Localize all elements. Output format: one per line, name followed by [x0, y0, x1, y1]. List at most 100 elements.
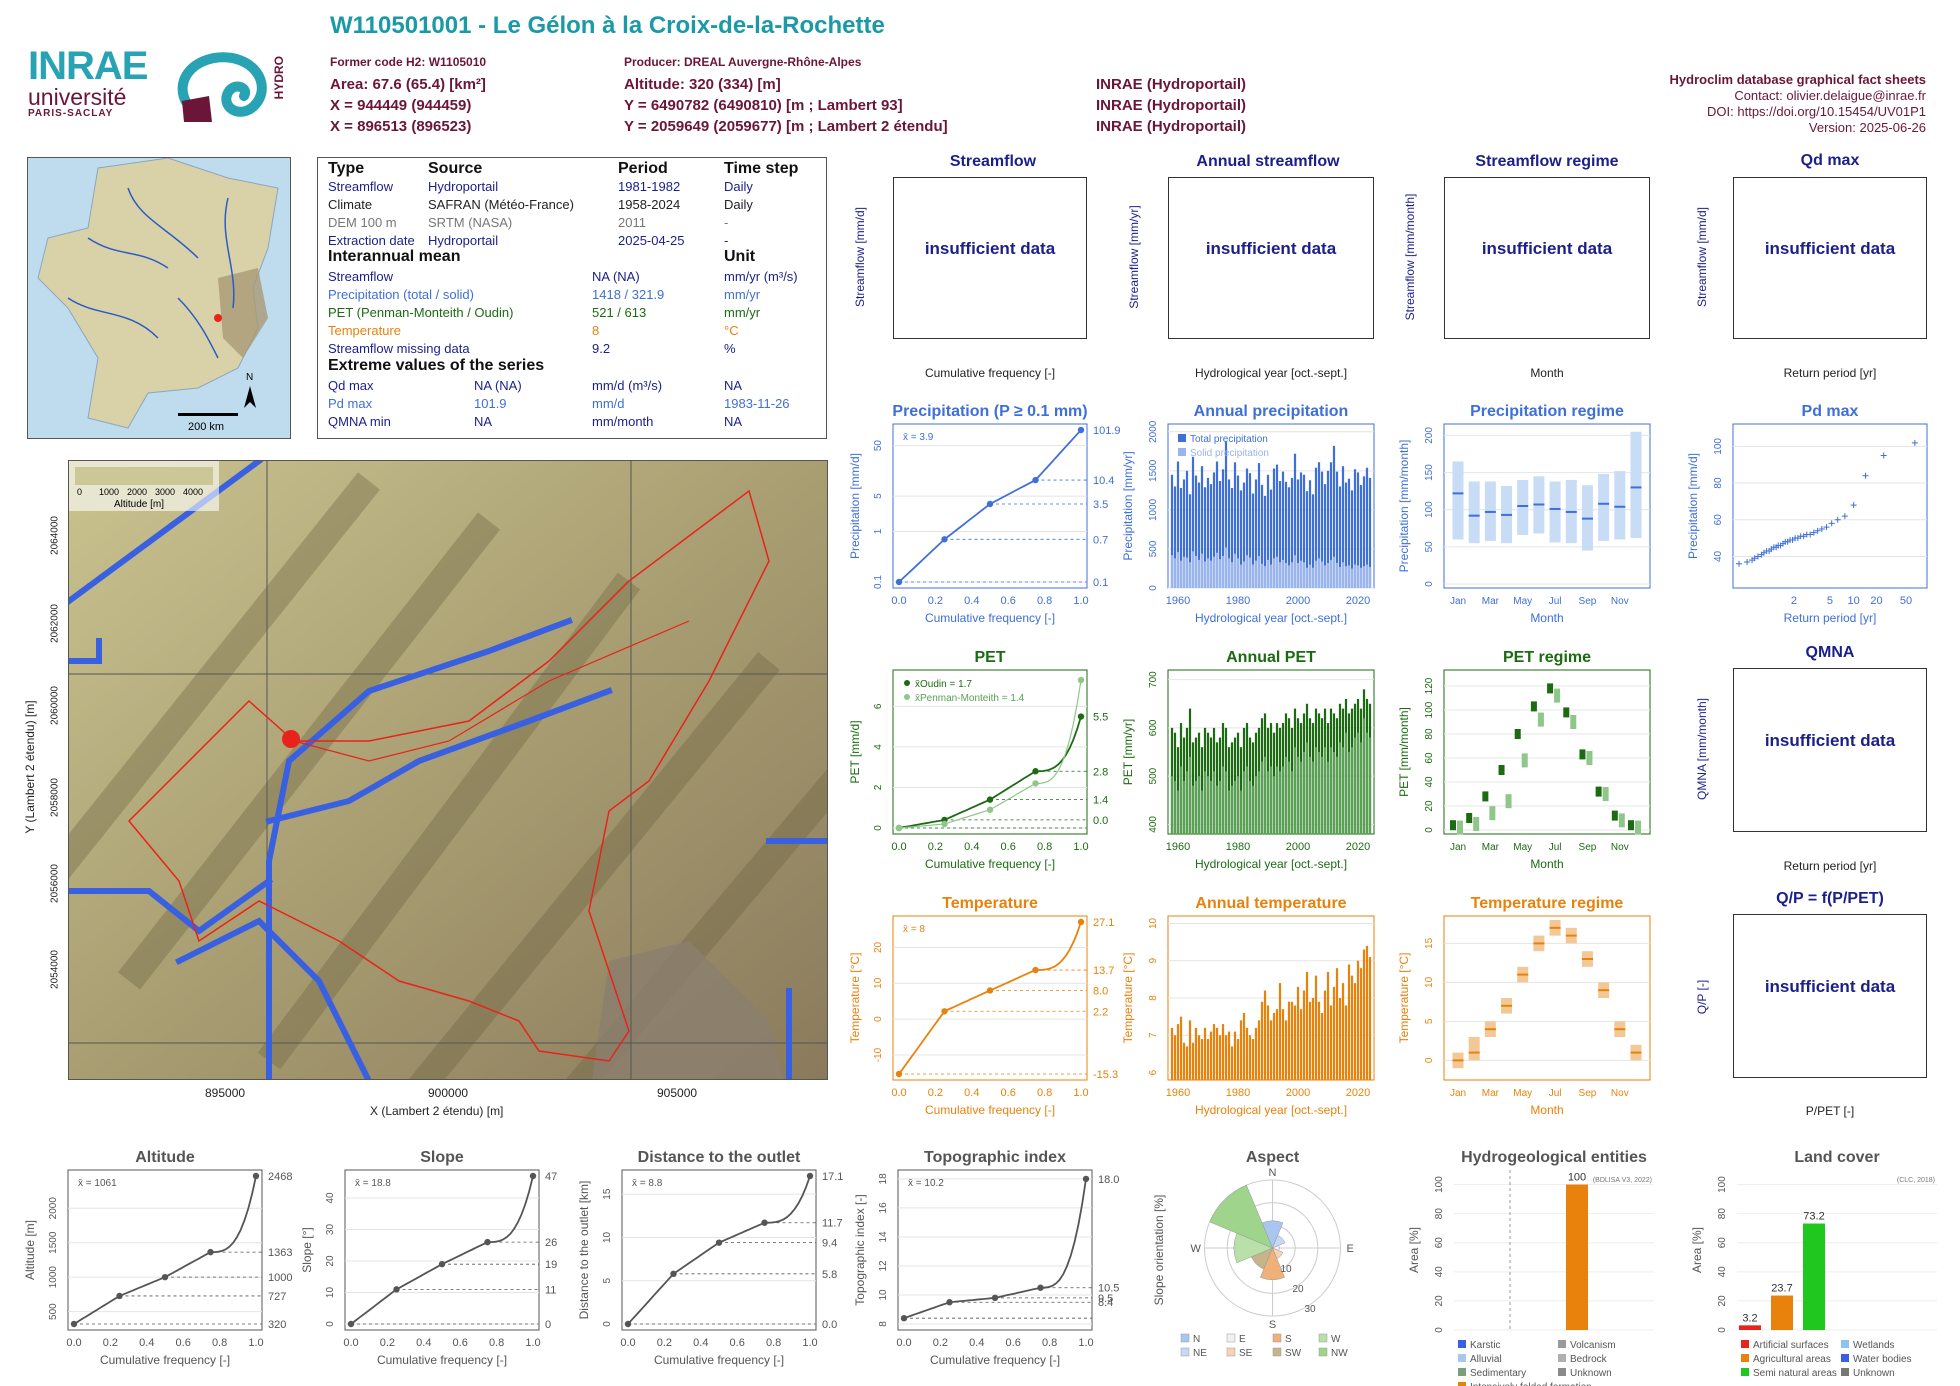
qp-insufficient: insufficient data: [1764, 977, 1896, 996]
hydrogeo-ytick-2: 40: [1434, 1266, 1445, 1278]
mean-temp-value: 8: [592, 323, 600, 338]
slope_cdf-xtick-5: 1.0: [525, 1337, 540, 1349]
annual_precip-xtick-0: 1960: [1166, 595, 1190, 607]
pet_regime-oudin-box-7: [1563, 707, 1570, 718]
pd_max-point-3: [1751, 555, 1758, 562]
catchment-map-drawing: 0 1000 2000 3000 4000 Altitude [m]: [69, 461, 827, 1079]
precip_regime-xtick-5: Nov: [1611, 596, 1629, 607]
annual_pet-bar2-21: [1233, 780, 1237, 834]
annual_pet-bar2-30: [1260, 761, 1264, 834]
annual_pet-xtick-3: 2020: [1346, 841, 1370, 853]
landcover-ytick-4: 80: [1717, 1208, 1728, 1220]
annual_temp-bar-36: [1278, 983, 1282, 1080]
distance_cdf-xtick-3: 0.6: [730, 1337, 745, 1349]
annual_pet-bar2-56: [1338, 742, 1342, 834]
pet_regime-pm-box-8: [1586, 751, 1593, 765]
temp_regime-xtick-5: Nov: [1611, 1088, 1629, 1099]
annual_temp-bar-35: [1275, 1009, 1279, 1080]
annual_pet-bar2-54: [1332, 752, 1336, 834]
annual_precip-bar2-14: [1212, 556, 1216, 588]
pd_max-point-0: [1736, 560, 1742, 567]
annual_precip-bar-29: [1257, 463, 1261, 588]
annual_pet-bar2-40: [1290, 771, 1294, 834]
altitude_cdf-xlabel: Cumulative frequency [-]: [100, 1353, 230, 1367]
precip_regime-ylabel: Precipitation [mm/month]: [1397, 440, 1411, 573]
map-xtick-3: 905000: [657, 1086, 698, 1100]
slope_cdf-rtick-2: 19: [545, 1259, 557, 1271]
annual_temp-bar-37: [1281, 1009, 1285, 1080]
annual_temp-bar-58: [1344, 1005, 1348, 1080]
distance_cdf-rtick-1: 11.7: [822, 1218, 843, 1230]
streamflow-title: Streamflow: [949, 153, 1037, 170]
precip_cdf-rtick-1: 10.4: [1093, 475, 1114, 487]
distance_cdf-mean: x̄ = 8.8: [632, 1178, 663, 1189]
annual_pet-bar2-10: [1200, 790, 1204, 834]
topo_cdf-ytick-1: 10: [878, 1289, 889, 1301]
annual_pet-bar2-28: [1254, 776, 1258, 834]
landcover-bar-1: [1771, 1295, 1793, 1330]
annual_pet-bar2-16: [1218, 780, 1222, 834]
hydrogeo-legend-0: Karstic: [1470, 1340, 1501, 1351]
annual_precip-bar2-59: [1347, 565, 1351, 588]
hydrogeo-ytick-0: 0: [1434, 1327, 1445, 1333]
annual_temp-bar-62: [1356, 960, 1360, 1080]
annual_precip-bar-25: [1245, 468, 1249, 588]
annual_precip-bar2-28: [1254, 560, 1258, 588]
pd_max-point-24: [1807, 531, 1814, 538]
annual_precip-bar2-57: [1341, 562, 1345, 588]
precip_regime-ytick-3: 150: [1424, 464, 1435, 481]
altitude_cdf-ytick-0: 500: [48, 1303, 59, 1320]
pet_regime-oudin-box-0: [1450, 820, 1456, 831]
annual_precip-bar-62: [1356, 472, 1360, 588]
hydrogeo-bar-0: [1566, 1184, 1588, 1330]
hydrogeo-legend-sq-2: [1458, 1354, 1466, 1362]
annual_precip-bar-8: [1194, 475, 1198, 588]
annual_pet-bar2-7: [1191, 785, 1195, 834]
precip_regime-box-9: [1598, 474, 1610, 541]
annual_temp-bar-40: [1290, 1001, 1294, 1080]
annual_precip-bar2-44: [1302, 562, 1306, 588]
annual_temp-bar-9: [1197, 1035, 1201, 1080]
aspect-legend-1: NE: [1193, 1348, 1207, 1359]
precip_regime-xtick-2: May: [1513, 596, 1532, 607]
topo_cdf-frame: [897, 1169, 1093, 1331]
landcover-ytick-2: 40: [1717, 1266, 1728, 1278]
altitude_cdf-xtick-3: 0.6: [176, 1337, 191, 1349]
annual_precip-bar-40: [1290, 477, 1294, 588]
pet_cdf-xtick-3: 0.6: [1001, 841, 1016, 853]
pet_regime-oudin-box-1: [1466, 813, 1473, 823]
annual_pet-bar2-1: [1173, 780, 1177, 834]
contact: Contact: olivier.delaigue@inrae.fr: [1734, 88, 1926, 103]
annual_precip-bar2-51: [1323, 565, 1327, 588]
pet_regime-ytick-5: 100: [1424, 701, 1435, 718]
annual_temp-bar-20: [1230, 1046, 1234, 1080]
annual_pet-bar2-61: [1353, 737, 1357, 834]
annual_temp-bar-13: [1209, 1031, 1213, 1080]
annual_temp-bar-64: [1362, 949, 1366, 1080]
row-climate-period: 1958-2024: [618, 197, 681, 212]
annual_pet-bar2-13: [1209, 780, 1213, 834]
topo_cdf-rtick-1: 10.5: [1098, 1283, 1119, 1295]
topo_cdf-rtick-3: 8.4: [1098, 1297, 1113, 1309]
annual_precip-bar-47: [1311, 494, 1315, 588]
missing-data-label: Streamflow missing data: [328, 341, 470, 356]
aspect-legend-3: SE: [1239, 1348, 1253, 1359]
annual_precip-bar2-3: [1179, 560, 1183, 588]
annual_precip-ytick-2: 1000: [1148, 498, 1159, 521]
annual_temp-bar-14: [1212, 1024, 1216, 1080]
precip_cdf-rtick-2: 3.5: [1093, 499, 1108, 511]
pet_regime-pm-box-11: [1635, 820, 1641, 835]
annual_precip-bar-20: [1230, 488, 1234, 588]
temp_regime-ytick-1: 5: [1424, 1018, 1435, 1024]
annual_precip-bar-56: [1338, 486, 1342, 588]
pd_max-ylabel: Precipitation [mm/d]: [1686, 453, 1700, 559]
temp_cdf-xtick-1: 0.2: [928, 1087, 943, 1099]
row-extraction-step: -: [724, 233, 729, 248]
pd_max-xtick-0: 2: [1791, 595, 1797, 607]
temp_regime-ytick-0: 0: [1424, 1057, 1435, 1063]
annual_pet-bar2-45: [1305, 742, 1309, 834]
row-streamflow-source: Hydroportail: [428, 179, 499, 194]
pet_regime-ytick-4: 80: [1424, 728, 1435, 740]
aspect-legend-sq-3: [1226, 1347, 1236, 1357]
